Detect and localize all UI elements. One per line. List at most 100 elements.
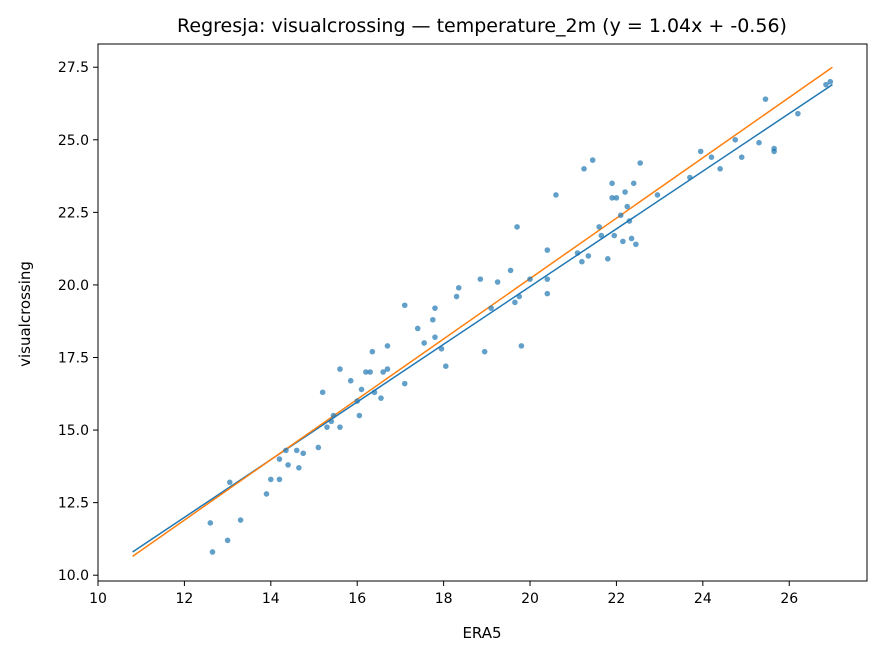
data-point xyxy=(613,195,620,201)
data-point xyxy=(296,464,302,471)
data-point xyxy=(453,293,460,300)
data-point xyxy=(544,276,551,282)
data-point xyxy=(626,218,633,224)
data-point xyxy=(581,166,587,172)
data-point xyxy=(384,343,391,349)
x-tick-label: 14 xyxy=(262,591,280,607)
data-point xyxy=(358,386,365,393)
y-tick-label: 20.0 xyxy=(58,278,89,294)
data-point xyxy=(624,203,631,210)
data-point xyxy=(354,398,361,404)
data-point xyxy=(585,253,592,259)
y-tick-label: 22.5 xyxy=(58,205,89,221)
data-point xyxy=(369,348,376,355)
data-point xyxy=(637,160,643,166)
chart-title: Regresja: visualcrossing — temperature_2… xyxy=(177,15,787,37)
data-point xyxy=(579,258,585,265)
data-point xyxy=(226,479,233,486)
y-tick-label: 27.5 xyxy=(58,60,89,76)
data-point xyxy=(717,166,723,172)
data-point xyxy=(687,174,693,181)
data-point xyxy=(347,377,354,384)
data-point xyxy=(209,549,216,555)
data-point xyxy=(574,250,581,256)
data-point xyxy=(378,395,384,401)
x-tick-label: 24 xyxy=(694,591,712,607)
x-tick-label: 20 xyxy=(521,591,539,607)
data-point xyxy=(371,389,378,396)
data-point xyxy=(276,476,283,483)
data-point xyxy=(553,192,559,198)
data-point xyxy=(324,424,330,430)
reference-line xyxy=(132,66,833,557)
data-point xyxy=(237,517,244,523)
data-point xyxy=(414,325,421,332)
data-point xyxy=(380,369,386,375)
x-tick-label: 16 xyxy=(348,591,366,607)
data-point xyxy=(633,241,639,248)
data-point xyxy=(442,363,449,370)
x-tick-label: 12 xyxy=(175,591,193,607)
data-point xyxy=(315,444,322,451)
y-tick-label: 10.0 xyxy=(58,568,89,584)
data-point xyxy=(596,224,602,230)
data-point xyxy=(285,462,291,468)
data-point xyxy=(276,456,283,462)
data-point xyxy=(488,305,494,311)
y-axis: 10.0 12.5 15.0 17.5 20.0 22.5 25.0 27.5 xyxy=(58,60,98,584)
data-point xyxy=(756,139,762,146)
data-point xyxy=(762,96,769,102)
data-point xyxy=(827,78,834,85)
data-point xyxy=(328,418,335,425)
data-point xyxy=(654,192,661,198)
data-point xyxy=(337,424,343,430)
data-point xyxy=(544,247,551,253)
data-point xyxy=(455,285,462,291)
data-point xyxy=(823,81,829,88)
y-tick-label: 12.5 xyxy=(58,496,89,512)
data-point xyxy=(401,302,408,309)
data-point xyxy=(630,180,637,187)
data-point xyxy=(430,316,436,323)
data-point xyxy=(527,276,533,282)
data-point xyxy=(494,279,501,285)
x-tick-label: 26 xyxy=(780,591,798,607)
data-point xyxy=(384,366,391,372)
data-point xyxy=(263,491,270,497)
data-point xyxy=(604,255,611,262)
data-point xyxy=(363,369,369,375)
data-point xyxy=(518,343,525,349)
data-point xyxy=(300,450,307,457)
data-point xyxy=(438,345,445,352)
data-point xyxy=(283,447,289,454)
data-point xyxy=(598,232,605,239)
data-point xyxy=(544,290,551,297)
x-tick-label: 18 xyxy=(435,591,453,607)
data-point xyxy=(738,154,745,161)
data-point xyxy=(207,520,214,526)
data-point xyxy=(622,189,628,195)
data-point xyxy=(432,305,438,311)
data-point xyxy=(224,537,231,544)
x-tick-label: 10 xyxy=(89,591,107,607)
data-point xyxy=(330,412,337,419)
y-tick-label: 17.5 xyxy=(58,350,89,366)
y-tick-label: 15.0 xyxy=(58,423,89,439)
data-point xyxy=(401,380,408,387)
data-point xyxy=(432,334,438,340)
data-point xyxy=(514,224,520,230)
data-point xyxy=(421,340,427,346)
data-point xyxy=(507,267,514,274)
y-tick-label: 25.0 xyxy=(58,133,89,149)
data-point xyxy=(268,476,274,483)
data-point xyxy=(356,412,363,419)
y-axis-label: visualcrossing xyxy=(16,261,34,367)
data-point xyxy=(609,195,615,201)
x-axis-label: ERA5 xyxy=(462,624,501,642)
points-layer xyxy=(207,78,834,555)
data-point xyxy=(367,369,373,375)
data-point xyxy=(617,212,624,219)
data-point xyxy=(512,299,518,306)
data-point xyxy=(516,293,523,300)
